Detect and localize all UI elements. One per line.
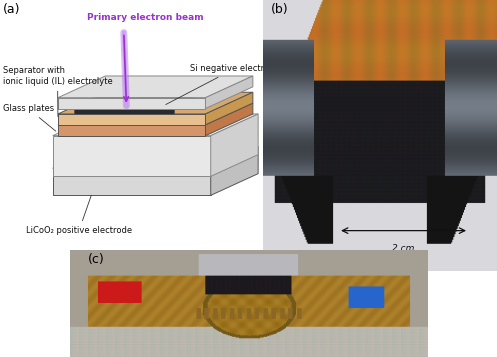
Polygon shape: [74, 92, 207, 107]
Text: 2 cm: 2 cm: [392, 244, 415, 253]
Text: Glass plates: Glass plates: [2, 104, 56, 131]
Polygon shape: [53, 114, 258, 136]
Polygon shape: [53, 136, 211, 176]
Text: Primary electron beam: Primary electron beam: [86, 13, 203, 22]
Polygon shape: [211, 146, 258, 195]
Polygon shape: [58, 114, 205, 125]
Text: Separator with
ionic liquid (IL) electrolyte: Separator with ionic liquid (IL) electro…: [2, 66, 112, 117]
Text: (b): (b): [270, 3, 288, 16]
Polygon shape: [53, 168, 211, 195]
Polygon shape: [58, 98, 205, 109]
Polygon shape: [58, 125, 205, 136]
Polygon shape: [205, 76, 253, 109]
Polygon shape: [74, 107, 174, 114]
Text: (a): (a): [2, 3, 20, 16]
Polygon shape: [205, 103, 253, 136]
Polygon shape: [211, 114, 258, 176]
Polygon shape: [58, 76, 253, 98]
Text: (c): (c): [87, 253, 104, 266]
Polygon shape: [58, 103, 253, 125]
Polygon shape: [58, 92, 253, 114]
Polygon shape: [205, 92, 253, 125]
Text: Si negative electrode: Si negative electrode: [166, 64, 279, 105]
Text: LiCoO₂ positive electrode: LiCoO₂ positive electrode: [26, 195, 132, 235]
Polygon shape: [53, 146, 258, 168]
